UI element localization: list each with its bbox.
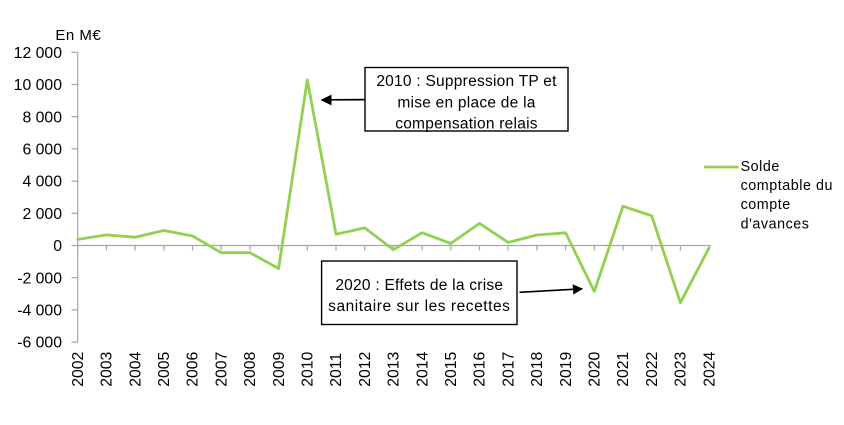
svg-text:6 000: 6 000: [22, 142, 62, 159]
svg-text:2022: 2022: [644, 352, 661, 387]
svg-text:En M€: En M€: [55, 27, 101, 44]
svg-text:2010: 2010: [300, 351, 317, 386]
svg-text:2020 : Effets de la crise: 2020 : Effets de la crise: [335, 277, 503, 294]
svg-text:-6 000: -6 000: [17, 335, 62, 352]
svg-text:2024: 2024: [701, 351, 718, 386]
svg-text:2005: 2005: [156, 351, 173, 386]
svg-text:2 000: 2 000: [22, 206, 62, 223]
svg-text:2013: 2013: [386, 351, 403, 386]
svg-text:mise en place de la: mise en place de la: [397, 94, 535, 111]
svg-text:2010 : Suppression TP et: 2010 : Suppression TP et: [376, 73, 557, 90]
svg-text:2009: 2009: [271, 351, 288, 386]
svg-text:2006: 2006: [185, 351, 202, 386]
svg-text:2002: 2002: [70, 352, 87, 387]
svg-text:2017: 2017: [500, 352, 517, 387]
svg-text:2016: 2016: [472, 351, 489, 386]
svg-text:sanitaire sur les recettes: sanitaire sur les recettes: [328, 298, 510, 315]
svg-text:2008: 2008: [242, 351, 259, 386]
svg-text:-2 000: -2 000: [17, 270, 62, 287]
svg-text:12 000: 12 000: [14, 45, 63, 62]
svg-text:2020: 2020: [587, 351, 604, 386]
svg-text:2018: 2018: [529, 351, 546, 386]
svg-text:2012: 2012: [357, 352, 374, 387]
svg-text:4 000: 4 000: [22, 174, 62, 191]
svg-text:2019: 2019: [558, 351, 575, 386]
svg-text:8 000: 8 000: [22, 109, 62, 126]
svg-text:2014: 2014: [414, 351, 431, 386]
svg-text:2004: 2004: [127, 351, 144, 386]
svg-text:compte: compte: [741, 197, 791, 213]
svg-text:2015: 2015: [443, 351, 460, 386]
svg-text:0: 0: [53, 238, 62, 255]
svg-text:compensation relais: compensation relais: [395, 115, 538, 132]
svg-text:Solde: Solde: [741, 159, 780, 175]
svg-text:2007: 2007: [213, 352, 230, 387]
svg-text:2023: 2023: [673, 351, 690, 386]
svg-text:2021: 2021: [615, 351, 632, 386]
svg-text:10 000: 10 000: [14, 77, 63, 94]
svg-text:2011: 2011: [328, 353, 345, 387]
svg-text:d'avances: d'avances: [741, 216, 810, 232]
svg-text:comptable du: comptable du: [741, 178, 833, 194]
svg-text:-4 000: -4 000: [17, 303, 62, 320]
svg-text:2003: 2003: [99, 351, 116, 386]
